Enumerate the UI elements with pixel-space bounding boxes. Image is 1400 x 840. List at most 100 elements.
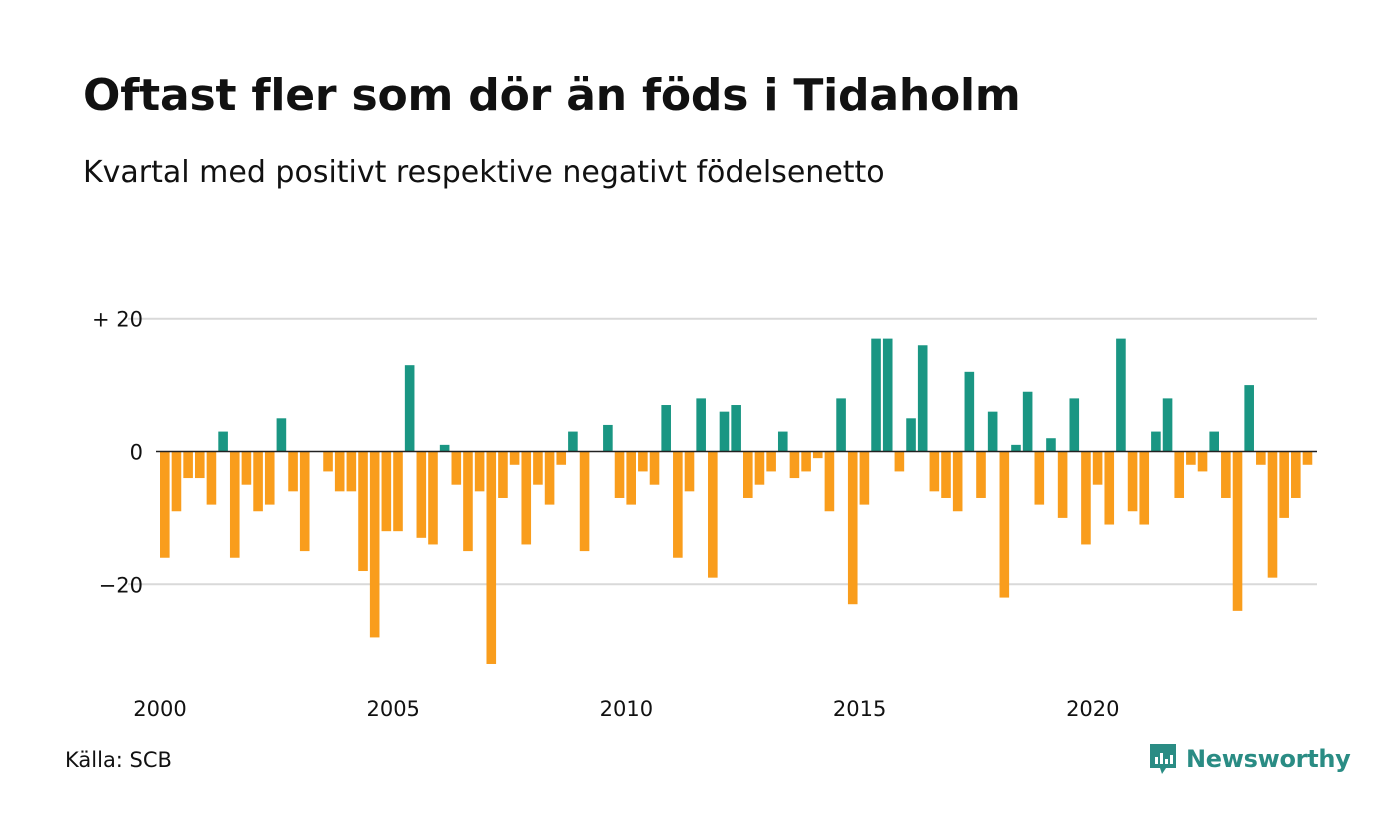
bar: [428, 451, 438, 545]
bar: [929, 451, 940, 492]
bar: [987, 411, 998, 452]
bar: [964, 371, 975, 452]
bar: [533, 451, 543, 485]
bar: [824, 451, 835, 512]
bar: [999, 451, 1010, 598]
bar: [358, 451, 368, 572]
bar: [743, 451, 753, 498]
bar: [498, 451, 508, 498]
bar: [906, 418, 916, 452]
bar: [183, 451, 193, 479]
bar: [649, 451, 660, 485]
bar: [369, 451, 380, 638]
x-tick-label: 2010: [600, 697, 653, 721]
bar: [1022, 391, 1033, 452]
bar: [766, 451, 776, 472]
bar: [439, 444, 450, 452]
bar: [474, 451, 485, 492]
source-note: Källa: SCB: [65, 748, 172, 772]
bar: [801, 451, 811, 472]
bar: [404, 365, 415, 452]
bar: [509, 451, 520, 465]
x-tick-label: 2005: [366, 697, 419, 721]
bar: [346, 451, 357, 492]
bar: [847, 451, 858, 605]
bar: [323, 451, 333, 472]
bar: [1221, 451, 1231, 498]
bar: [264, 451, 275, 505]
bar: [638, 451, 648, 472]
brand-logo: Newsworthy: [1148, 742, 1351, 776]
bar: [299, 451, 310, 552]
axes: + 20 0 −20 2000 2005 2010 2015 2020: [92, 308, 1317, 721]
bar: [160, 451, 170, 558]
bar: [1046, 438, 1056, 452]
bar: [941, 451, 951, 498]
bar: [789, 451, 800, 479]
bar: [229, 451, 240, 558]
bar: [1267, 451, 1278, 578]
bar: [661, 405, 671, 452]
bar: [218, 431, 228, 452]
bar: [696, 398, 706, 452]
bar: [1092, 451, 1103, 485]
bar: [288, 451, 298, 492]
bar: [871, 338, 881, 452]
bar: [1232, 451, 1243, 611]
bar: [568, 431, 578, 452]
bar: [836, 398, 846, 452]
bar: [894, 451, 905, 472]
bar: [241, 451, 252, 485]
bar: [393, 451, 403, 532]
bar: [777, 431, 788, 452]
bar: [1139, 451, 1150, 525]
bar: [206, 451, 217, 505]
bar: [614, 451, 625, 498]
bar: [1034, 451, 1045, 505]
bar: [1244, 385, 1254, 452]
y-tick-label: + 20: [92, 308, 143, 332]
bar: [1256, 451, 1266, 465]
bar: [1127, 451, 1138, 512]
bar: [451, 451, 462, 485]
chart-subtitle: Kvartal med positivt respektive negativt…: [83, 155, 885, 190]
bar: [882, 338, 893, 452]
bar: [1174, 451, 1185, 498]
bar: [708, 451, 718, 578]
bar: [1197, 451, 1208, 472]
bar: [812, 451, 823, 459]
bar: [1291, 451, 1301, 498]
bar: [859, 451, 870, 505]
bar: [1116, 338, 1126, 452]
bar: [1104, 451, 1115, 525]
x-tick-label: 2020: [1066, 697, 1119, 721]
bar: [1279, 451, 1289, 518]
bar: [1069, 398, 1080, 452]
bar: [463, 451, 473, 552]
bar: [684, 451, 695, 492]
bar: [1209, 431, 1219, 452]
bar: [626, 451, 636, 505]
bars: [160, 338, 1313, 664]
x-tick-label: 2000: [133, 697, 186, 721]
bar: [1162, 398, 1173, 452]
bar: [603, 424, 613, 452]
chart-title: Oftast fler som dör än föds i Tidaholm: [83, 70, 1021, 121]
bar: [976, 451, 986, 498]
newsworthy-logo-icon: [1150, 744, 1176, 774]
bar: [1302, 451, 1313, 465]
bar: [171, 451, 182, 512]
bar: [381, 451, 392, 532]
bar: [952, 451, 963, 512]
bar: [917, 345, 928, 452]
bar: [1057, 451, 1068, 518]
bar: [276, 418, 287, 452]
bar: [416, 451, 427, 538]
bar: [1011, 444, 1021, 452]
bar-chart: + 20 0 −20 2000 2005 2010 2015 2020: [92, 308, 1317, 721]
bar: [1186, 451, 1196, 465]
bar: [579, 451, 590, 552]
bar: [556, 451, 567, 465]
bar: [673, 451, 683, 558]
x-tick-label: 2015: [833, 697, 886, 721]
